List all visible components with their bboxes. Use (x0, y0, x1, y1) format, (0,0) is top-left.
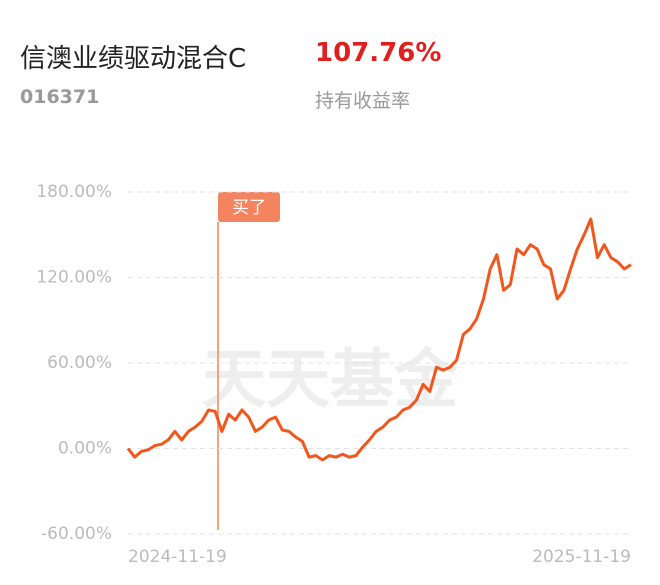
fund-code: 016371 (20, 86, 100, 108)
x-tick-label: 2025-11-19 (532, 547, 631, 567)
return-value: 107.76% (315, 38, 442, 68)
y-tick-label: 0.00% (58, 439, 112, 459)
y-tick-label: 60.00% (47, 353, 112, 373)
y-tick-label: -60.00% (41, 524, 112, 544)
fund-title: 信澳业绩驱动混合C (20, 44, 247, 74)
watermark: 天天基金 (202, 343, 459, 418)
buy-tag (218, 192, 280, 222)
x-tick-label: 2024-11-19 (128, 547, 227, 567)
buy-label: 买了 (232, 198, 266, 218)
price-line (126, 217, 632, 462)
y-tick-label: 180.00% (36, 182, 112, 202)
y-tick-label: 120.00% (36, 268, 112, 288)
return-label: 持有收益率 (315, 90, 411, 112)
